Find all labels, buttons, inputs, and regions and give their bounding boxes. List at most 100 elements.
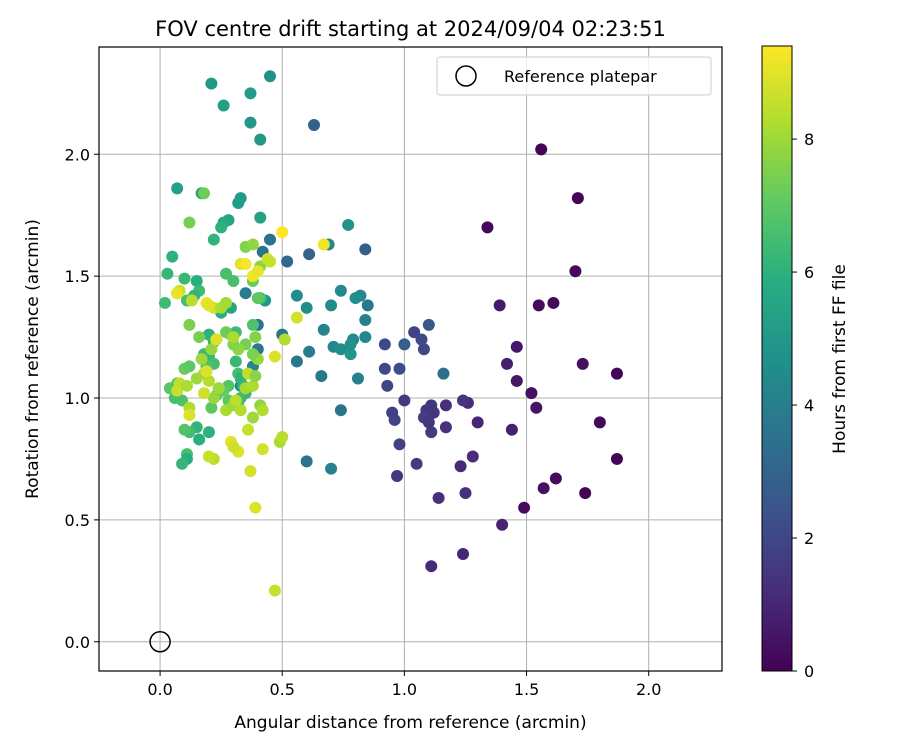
data-point <box>610 367 623 380</box>
data-point <box>315 370 328 383</box>
data-point <box>300 301 313 314</box>
data-point <box>342 218 355 231</box>
data-point <box>205 343 218 356</box>
data-point <box>359 331 372 344</box>
data-point <box>537 482 550 495</box>
data-point <box>195 353 208 365</box>
data-point <box>161 267 174 280</box>
data-point <box>571 192 584 205</box>
data-point <box>227 331 240 344</box>
data-point <box>183 216 196 229</box>
data-point <box>530 401 543 414</box>
data-point <box>264 255 277 268</box>
data-point <box>171 182 184 195</box>
data-point <box>408 326 421 339</box>
data-point <box>256 443 269 456</box>
data-point <box>246 348 259 361</box>
data-point <box>205 77 218 90</box>
plot-frame <box>98 46 723 672</box>
data-point <box>378 362 391 375</box>
data-point <box>303 345 316 358</box>
data-point <box>334 404 347 417</box>
data-point <box>254 133 267 146</box>
data-point <box>439 399 452 412</box>
data-point <box>361 299 374 312</box>
data-point <box>359 314 372 326</box>
data-point <box>217 99 230 112</box>
data-point <box>251 292 264 305</box>
data-point <box>459 487 472 500</box>
data-point <box>454 460 467 473</box>
data-point <box>547 296 560 309</box>
data-point <box>185 294 198 307</box>
reference-platepar-marker <box>149 631 171 653</box>
data-point <box>457 394 470 407</box>
data-point <box>246 411 259 424</box>
data-point <box>518 501 531 514</box>
colorbar-tick-label: 2 <box>804 529 814 548</box>
data-point <box>569 265 582 278</box>
legend-box <box>436 56 712 96</box>
data-point <box>193 433 206 446</box>
data-point <box>249 331 262 344</box>
data-point <box>349 292 362 305</box>
data-point <box>290 311 303 324</box>
colorbar-tick-label: 8 <box>804 130 814 149</box>
data-point <box>207 233 220 246</box>
data-points <box>158 70 623 597</box>
data-point <box>378 338 391 351</box>
data-point <box>178 423 191 436</box>
data-point <box>579 487 592 500</box>
data-point <box>501 357 514 370</box>
data-point <box>212 382 225 395</box>
data-point <box>417 343 430 356</box>
data-point <box>229 394 242 407</box>
data-point <box>525 387 538 400</box>
data-point <box>202 450 215 463</box>
data-point <box>227 440 240 453</box>
data-point <box>307 119 320 131</box>
data-point <box>278 333 291 346</box>
data-point <box>158 296 171 309</box>
data-point <box>242 423 255 436</box>
data-point <box>249 370 262 383</box>
data-point <box>210 333 223 346</box>
data-point <box>532 299 545 312</box>
data-point <box>471 416 484 429</box>
data-point <box>303 248 316 261</box>
data-point <box>425 560 438 573</box>
data-point <box>244 87 257 100</box>
data-point <box>251 265 264 278</box>
data-point <box>249 501 262 514</box>
y-tick-label: 1.5 <box>65 267 90 286</box>
data-point <box>244 465 257 478</box>
data-point <box>466 450 479 463</box>
data-point <box>344 348 357 361</box>
x-ticks: 0.0 0.5 1.0 1.5 2.0 <box>147 671 661 699</box>
data-point <box>325 299 338 312</box>
data-point <box>510 374 523 387</box>
data-point <box>425 426 438 439</box>
colorbar-tick-label: 4 <box>804 396 814 415</box>
data-point <box>493 299 506 312</box>
x-axis-label: Angular distance from reference (arcmin) <box>234 713 586 733</box>
data-point <box>205 401 218 414</box>
data-point <box>505 423 518 436</box>
data-point <box>439 421 452 434</box>
data-point <box>244 116 257 129</box>
data-point <box>276 226 289 239</box>
data-point <box>610 452 623 465</box>
y-tick-label: 0.5 <box>65 511 90 530</box>
data-point <box>190 372 203 385</box>
data-point <box>457 548 470 560</box>
data-point <box>198 387 211 400</box>
colorbar-tick-label: 0 <box>804 662 814 681</box>
data-point <box>229 355 242 368</box>
data-point <box>576 357 589 370</box>
data-point <box>427 406 440 419</box>
data-point <box>202 374 215 387</box>
data-point <box>207 392 220 404</box>
data-point <box>393 362 406 375</box>
colorbar-gradient <box>761 45 793 672</box>
